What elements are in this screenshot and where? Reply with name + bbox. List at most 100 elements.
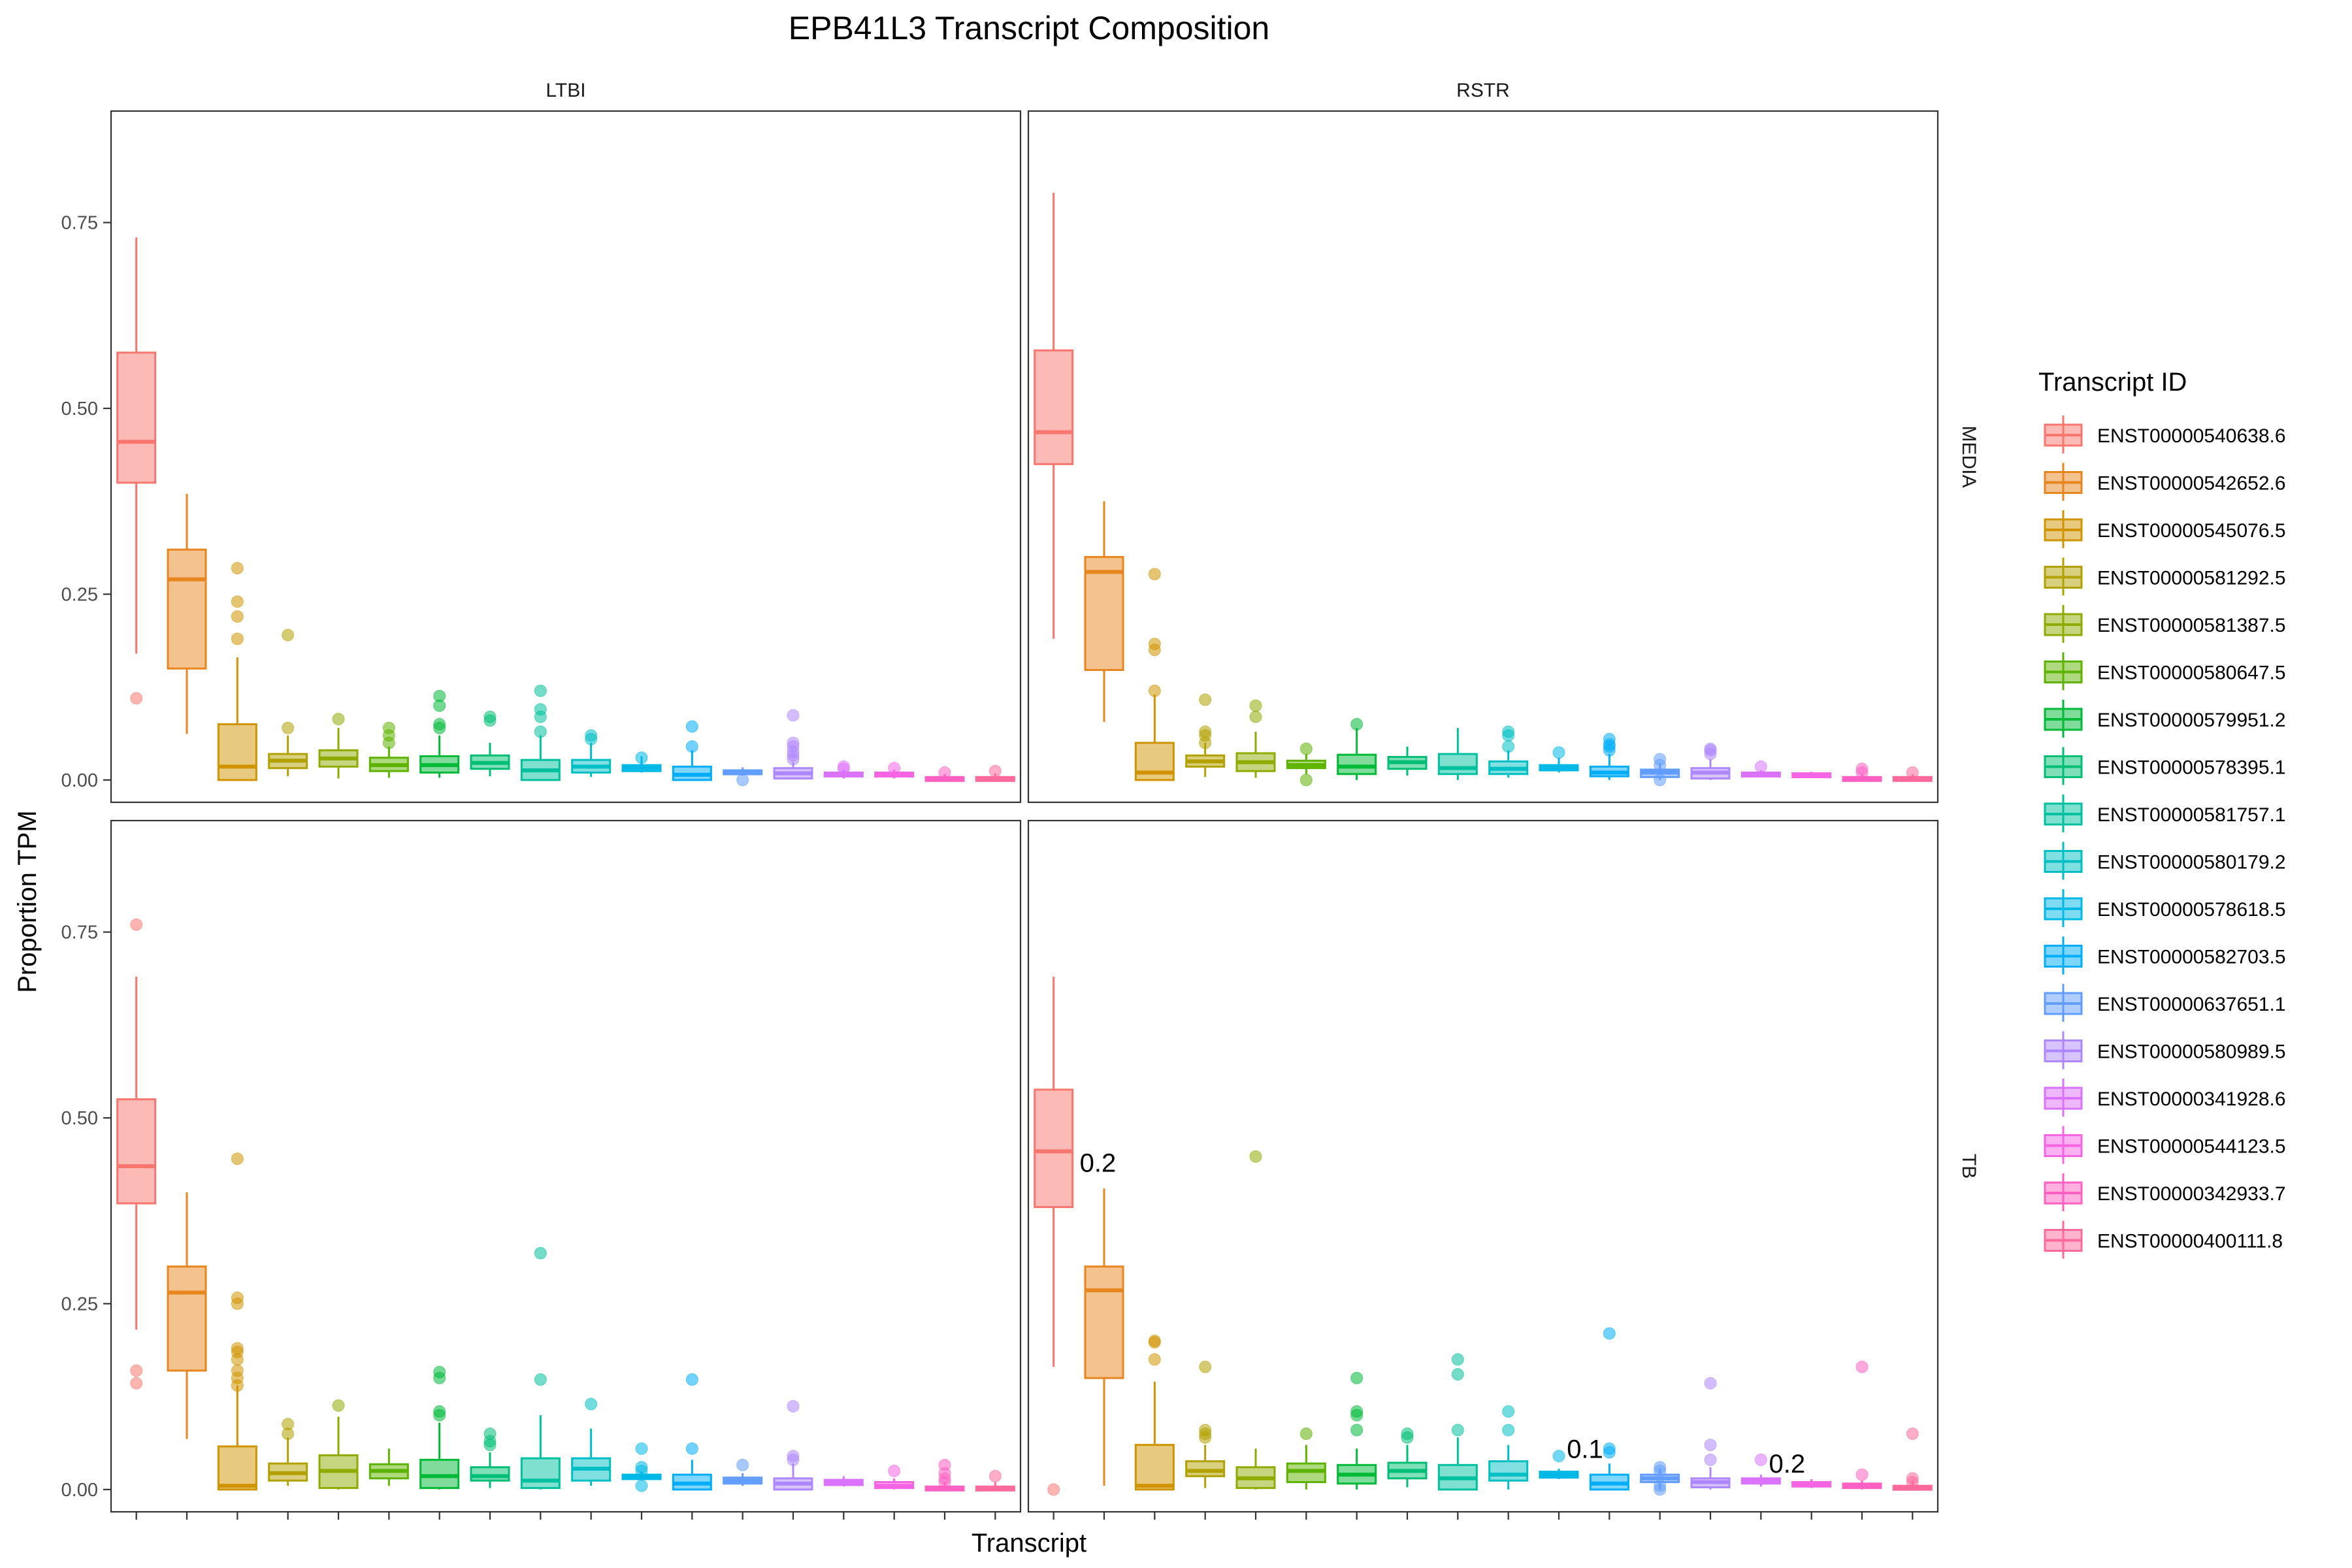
outlier-point	[1148, 1353, 1161, 1366]
outlier-point	[1704, 742, 1717, 755]
box-ENST00000581387.5	[1235, 1150, 1276, 1490]
outlier-point	[1654, 774, 1667, 787]
iqr-box	[217, 1445, 257, 1491]
legend-label: ENST00000581292.5	[2097, 568, 2286, 589]
iqr-box	[167, 1266, 207, 1372]
outlier-point	[635, 751, 648, 764]
outlier-point	[1754, 1453, 1767, 1466]
legend-item-ENST00000342933.7: ENST00000342933.7	[2044, 1173, 2286, 1211]
iqr-box	[470, 1466, 510, 1482]
legend-label: ENST00000341928.6	[2097, 1088, 2286, 1110]
outlier-point	[130, 1364, 143, 1377]
outlier-point	[130, 918, 143, 931]
box-ENST00000540638.6	[1034, 976, 1074, 1496]
outlier-point	[1906, 1472, 1919, 1485]
outlier-point	[282, 629, 295, 642]
legend-title: Transcript ID	[2038, 368, 2187, 397]
box-ENST00000581387.5	[318, 713, 359, 779]
box-ENST00000637651.1	[723, 1458, 763, 1486]
outlier-point	[1654, 753, 1667, 766]
outlier-point	[231, 562, 244, 575]
outlier-point	[1249, 1150, 1262, 1163]
box-ENST00000545076.5	[1134, 568, 1175, 781]
outlier-point	[483, 1428, 497, 1441]
legend-item-ENST00000637651.1: ENST00000637651.1	[2044, 984, 2286, 1022]
outlier-point	[1855, 1468, 1869, 1481]
outlier-point	[534, 1247, 547, 1260]
panel-frame	[1027, 819, 1939, 1513]
outlier-point	[888, 762, 901, 775]
outlier-point	[1502, 725, 1515, 738]
panel-frame	[110, 110, 1022, 804]
y-tick-label: 0.75	[61, 923, 98, 943]
box-ENST00000400111.8	[1892, 766, 1933, 782]
box-ENST00000580989.5	[1690, 1377, 1731, 1490]
outlier-point	[1654, 1479, 1667, 1492]
box-ENST00000544123.5	[874, 762, 915, 779]
strip-label-ltbi: LTBI	[546, 80, 585, 101]
box-ENST00000580179.2	[1488, 1405, 1529, 1490]
legend-item-ENST00000540638.6: ENST00000540638.6	[2044, 416, 2286, 453]
box-ENST00000581757.1	[520, 684, 561, 781]
box-ENST00000581292.5	[268, 1418, 308, 1486]
outlier-point	[1199, 693, 1212, 706]
outlier-point	[635, 1442, 648, 1455]
box-ENST00000579951.2	[419, 1365, 460, 1490]
outlier-point	[332, 1399, 345, 1412]
legend-item-ENST00000580179.2: ENST00000580179.2	[2044, 841, 2286, 880]
box-ENST00000581292.5	[268, 629, 308, 777]
box-ENST00000578395.1	[470, 1428, 510, 1488]
outlier-point	[837, 760, 850, 773]
outlier-point	[534, 1373, 547, 1386]
legend-label: ENST00000582703.5	[2097, 947, 2286, 968]
box-ENST00000341928.6	[1740, 760, 1781, 777]
outlier-point	[787, 709, 800, 722]
outlier-point	[1299, 1428, 1313, 1441]
outlier-point	[1148, 684, 1161, 697]
legend-label: ENST00000342933.7	[2097, 1183, 2286, 1205]
box-ENST00000542652.6	[167, 493, 207, 734]
box-ENST00000542652.6	[167, 1192, 207, 1439]
iqr-box	[1185, 1460, 1226, 1477]
y-tick-label: 0.00	[61, 770, 98, 791]
outlier-point	[130, 692, 143, 705]
outlier-point	[787, 1450, 800, 1463]
box-ENST00000578618.5	[621, 1442, 662, 1492]
outlier-point	[1249, 699, 1262, 712]
box-ENST00000342933.7	[924, 1458, 965, 1492]
outlier-point	[1451, 1368, 1464, 1381]
outlier-point	[130, 1377, 143, 1390]
outlier-point	[1855, 762, 1869, 776]
box-ENST00000578395.1	[1387, 746, 1428, 776]
box-ENST00000580647.5	[368, 721, 409, 778]
outlier-point	[585, 1397, 598, 1411]
panel-ltbi-tb: 0.00 0.25 0.50 0.75	[61, 819, 1022, 1520]
outlier-point	[1654, 1461, 1667, 1474]
box-ENST00000400111.8	[975, 764, 1015, 782]
box-ENST00000580989.5	[773, 709, 813, 780]
outlier-point	[685, 720, 698, 733]
iqr-box	[520, 1457, 561, 1490]
legend-item-ENST00000580989.5: ENST00000580989.5	[2044, 1031, 2286, 1070]
outlier-point	[382, 721, 395, 734]
outlier-point	[685, 1442, 698, 1455]
box-ENST00000580647.5	[1286, 1428, 1326, 1490]
box-ENST00000580647.5	[368, 1448, 409, 1486]
box-ENST00000545076.5	[217, 1152, 257, 1491]
box-ENST00000580989.5	[773, 1399, 813, 1491]
outlier-point	[938, 766, 951, 779]
strip-label-media: MEDIA	[1958, 425, 1980, 487]
outlier-point	[685, 1373, 698, 1386]
outlier-point	[1704, 1377, 1717, 1390]
outlier-point	[433, 689, 446, 702]
panel-frame	[110, 819, 1022, 1513]
box-ENST00000581292.5	[1185, 1360, 1226, 1488]
outlier-point	[1906, 1428, 1919, 1441]
legend-label: ENST00000580179.2	[2097, 852, 2286, 874]
box-ENST00000341928.6	[1740, 1453, 1781, 1487]
outlier-point	[1199, 1360, 1212, 1373]
iqr-box	[1488, 1460, 1529, 1482]
outlier-point	[685, 740, 698, 753]
legend-item-ENST00000545076.5: ENST00000545076.5	[2044, 510, 2286, 548]
